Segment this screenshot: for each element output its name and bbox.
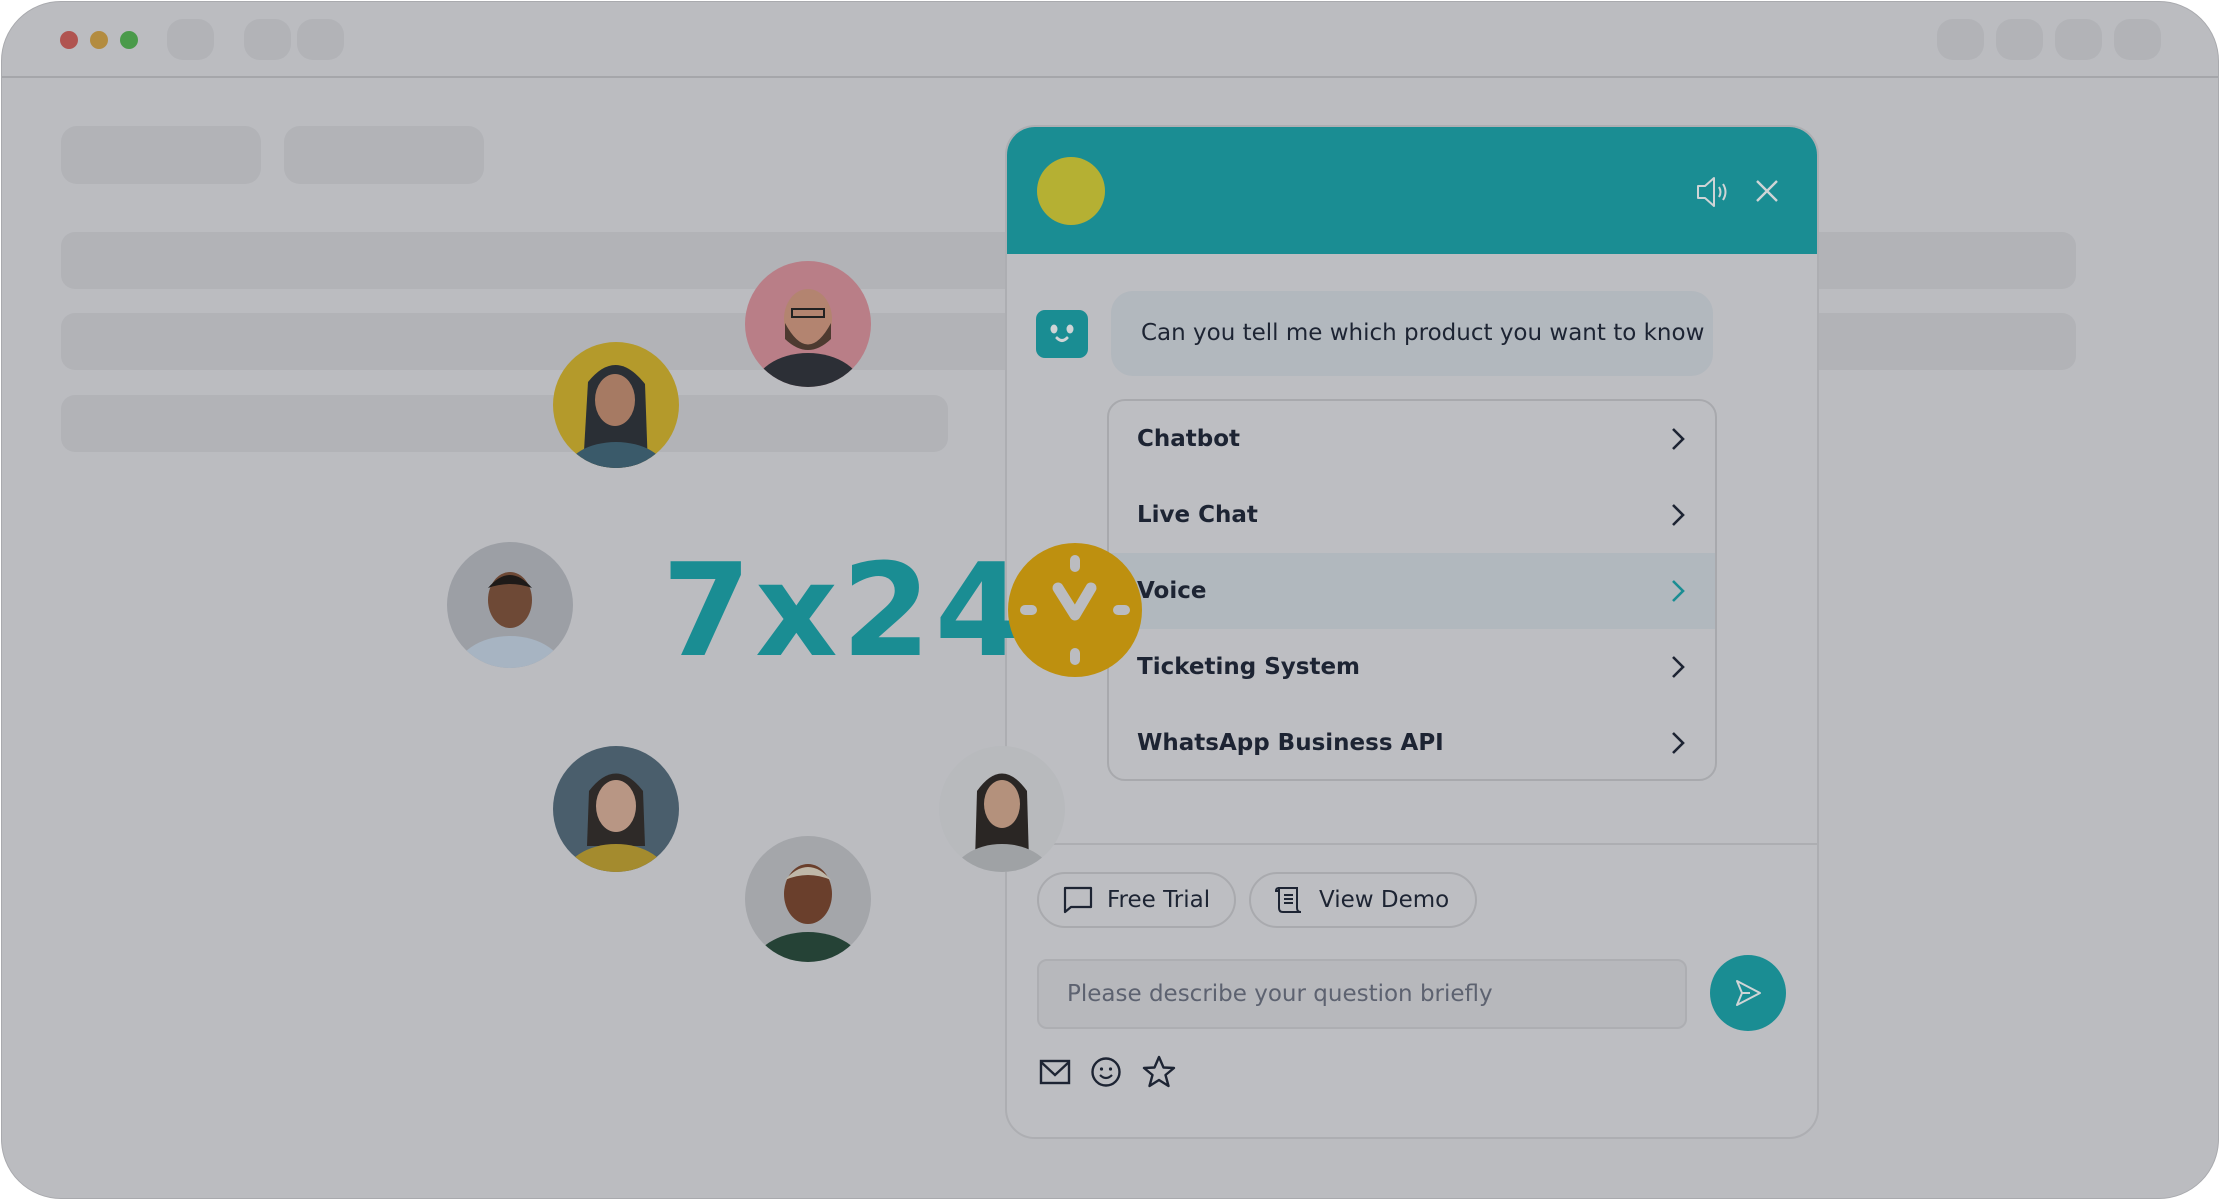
option-label: Voice — [1137, 578, 1207, 604]
content-placeholder — [61, 126, 261, 184]
toolbar-placeholder[interactable] — [1996, 19, 2043, 60]
toolbar-placeholder[interactable] — [2055, 19, 2102, 60]
chevron-right-icon — [1672, 504, 1685, 526]
send-icon — [1736, 980, 1761, 1006]
option-live-chat[interactable]: Live Chat — [1109, 477, 1715, 553]
clock-icon — [1008, 543, 1142, 677]
option-voice[interactable]: Voice — [1109, 553, 1715, 629]
option-label: Chatbot — [1137, 426, 1241, 452]
chat-header — [1007, 127, 1817, 254]
title-bar — [2, 2, 2218, 78]
mail-icon[interactable] — [1039, 1059, 1071, 1085]
chevron-right-icon — [1672, 656, 1685, 678]
option-label: Ticketing System — [1137, 654, 1361, 680]
content-placeholder — [284, 126, 484, 184]
toolbar-placeholder[interactable] — [297, 19, 344, 60]
agent-avatar — [745, 261, 871, 387]
toolbar-placeholder[interactable] — [2114, 19, 2161, 60]
chevron-right-icon — [1672, 732, 1685, 754]
agent-avatar — [553, 746, 679, 872]
option-label: Live Chat — [1137, 502, 1258, 528]
bot-message: Can you tell me which product you want t… — [1111, 291, 1713, 376]
emoji-icon[interactable] — [1090, 1056, 1122, 1088]
scroll-icon — [1275, 887, 1302, 913]
divider — [1007, 843, 1817, 845]
view-demo-label: View Demo — [1319, 887, 1450, 913]
chat-widget: Can you tell me which product you want t… — [1005, 125, 1819, 1139]
brand-logo — [1037, 157, 1105, 225]
speaker-icon[interactable] — [1695, 175, 1731, 209]
toolbar-placeholder[interactable] — [244, 19, 291, 60]
agent-avatar — [939, 746, 1065, 872]
close-window-button[interactable] — [60, 31, 78, 49]
close-icon[interactable] — [1754, 178, 1780, 204]
product-options-list: Chatbot Live Chat Voice Ticketing System… — [1107, 399, 1717, 781]
agent-avatar — [553, 342, 679, 468]
option-chatbot[interactable]: Chatbot — [1109, 401, 1715, 477]
bot-avatar-icon — [1036, 310, 1088, 358]
toolbar-placeholder[interactable] — [167, 19, 214, 60]
free-trial-label: Free Trial — [1107, 887, 1211, 913]
chevron-right-icon — [1672, 428, 1685, 450]
star-icon[interactable] — [1142, 1055, 1176, 1089]
agent-avatar — [447, 542, 573, 668]
minimize-window-button[interactable] — [90, 31, 108, 49]
toolbar-placeholder[interactable] — [1937, 19, 1984, 60]
option-ticketing-system[interactable]: Ticketing System — [1109, 629, 1715, 705]
availability-text: 7x24 — [662, 537, 1028, 686]
chevron-right-icon — [1672, 580, 1685, 602]
free-trial-button[interactable]: Free Trial — [1037, 872, 1236, 928]
content-bar — [61, 395, 948, 452]
question-input[interactable]: Please describe your question briefly — [1037, 959, 1687, 1029]
chat-bubble-icon — [1063, 886, 1093, 914]
agent-avatar — [745, 836, 871, 962]
option-label: WhatsApp Business API — [1137, 730, 1444, 756]
view-demo-button[interactable]: View Demo — [1249, 872, 1477, 928]
maximize-window-button[interactable] — [120, 31, 138, 49]
option-whatsapp-business-api[interactable]: WhatsApp Business API — [1109, 705, 1715, 779]
send-button[interactable] — [1710, 955, 1786, 1031]
